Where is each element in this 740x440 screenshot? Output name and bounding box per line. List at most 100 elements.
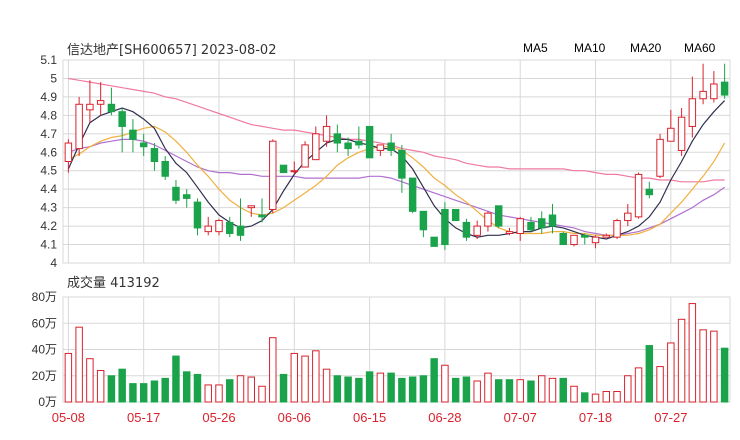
candle-body-up [634,173,643,218]
candle-body-down [527,221,535,231]
candle [398,144,406,193]
candle-body-up [667,127,675,142]
candle [376,144,385,156]
volume-bar-down [365,371,374,403]
price-tick-label: 4.9 [40,90,57,104]
candle-body-up [613,220,621,238]
volume-bar-down [333,375,342,403]
candle-body-down [720,81,729,96]
candle [451,208,460,222]
volume-bar-down [494,379,503,403]
price-tick-label: 4.2 [40,219,57,233]
candle-body-down [494,205,503,227]
candle-body-up [484,212,492,227]
volume-bar-down [720,347,729,403]
volume-bar-up [516,379,524,403]
volume-bar-down [344,376,352,403]
candle-body-down [462,221,471,238]
volume-bar-down [387,372,395,403]
candle-body-down [107,103,116,113]
candle-body-up [505,231,514,234]
volume-bar-down [505,379,514,403]
date-tick-label: 07-27 [654,410,687,425]
candle-body-up [591,236,600,244]
volume-bar-up [441,364,449,403]
candle [688,76,697,138]
candle-body-down [333,133,342,144]
candle-body-up [688,98,697,127]
candle-body-up [473,225,481,236]
volume-bar-down [193,373,202,403]
candle-body-down [538,218,546,229]
date-tick-label: 07-07 [504,410,537,425]
candle [710,71,718,103]
volume-bar-down [559,377,567,403]
candle-body-up [269,140,277,210]
volume-bars [64,303,729,403]
date-tick-label: 07-18 [579,410,612,425]
legend-ma20: MA20 [630,41,662,55]
volume-bar-up [64,352,73,403]
volume-bar-down [139,383,148,403]
candle-body-down [193,201,202,229]
candle [720,63,729,99]
volume-bar-up [624,375,632,403]
volume-bar-up [269,337,277,403]
candle [667,109,675,142]
candle-body-up [215,220,223,233]
volume-tick-label: 80万 [32,290,57,304]
candle [344,137,352,156]
candle [570,234,578,247]
candle [408,177,417,214]
candle [226,216,234,238]
candle-body-down [129,129,137,140]
volume-bar-down [645,345,654,403]
candle-body-down [279,164,288,174]
candle [107,87,116,116]
candle-body-down [559,232,567,246]
candle-body-up [677,116,686,151]
volume-bar-down [161,377,169,403]
candle-body-down [365,125,374,159]
candle [591,235,600,249]
volume-bar-down [226,379,234,403]
volume-bar-up [75,326,83,403]
volume-bar-down [279,373,288,403]
candle [182,189,191,208]
volume-bar-up [484,372,492,403]
legend: MA5 MA10 MA20 MA60 [523,41,716,55]
volume-bar-up [376,372,385,403]
candle [505,227,514,236]
candle [96,82,105,116]
volume-bar-up [699,329,707,403]
candle-body-down [645,188,654,196]
candle [193,198,202,236]
volume-bar-up [667,342,675,403]
candle [516,216,524,241]
candle [75,96,83,156]
candle [322,115,331,147]
candle-body-up [710,83,718,100]
volume-bar-up [322,368,331,403]
legend-ma5: MA5 [523,41,548,55]
candle-body-up [290,170,299,173]
volume-tick-label: 40万 [32,343,57,357]
candlesticks [64,63,729,251]
volume-bar-up [258,385,266,403]
price-tick-label: 4.1 [40,238,57,252]
candle-body-up [602,234,611,238]
date-x-axis: 05-08 05-17 05-26 06-06 06-15 06-28 07-07 07-18… [52,410,688,425]
volume-bar-up [688,303,697,403]
candle [484,211,492,232]
volume-bar-down [419,375,428,403]
candle [645,181,654,199]
candle [677,107,686,156]
candle-body-down [150,148,159,162]
candle [548,203,557,234]
candle [172,179,180,204]
price-tick-label: 4.5 [40,164,57,178]
volume-bar-down [172,355,180,403]
volume-bar-up [473,380,481,403]
candle-body-up [699,90,707,100]
candle [430,236,438,247]
